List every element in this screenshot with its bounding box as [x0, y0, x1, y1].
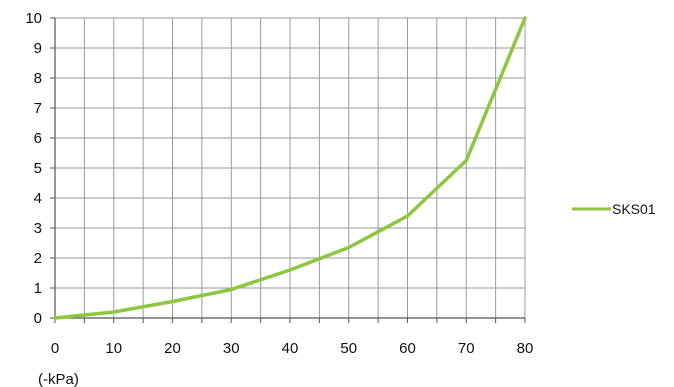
axes — [50, 17, 526, 323]
y-tick-label: 10 — [25, 10, 42, 27]
series-layer — [53, 16, 527, 320]
y-tick-label: 9 — [34, 40, 42, 57]
x-tick-label: 30 — [223, 340, 240, 357]
y-tick-label: 7 — [34, 100, 42, 117]
y-tick-label: 4 — [34, 190, 42, 207]
tick-labels: 0 1 2 3 4 5 6 7 8 9 10 0 10 20 30 40 50 60 70 80 — [25, 10, 533, 357]
x-tick-label: 80 — [517, 340, 534, 357]
x-tick-label: 70 — [458, 340, 475, 357]
y-tick-label: 6 — [34, 130, 42, 147]
x-tick-label: 20 — [164, 340, 181, 357]
series-line-sks01 — [53, 16, 527, 320]
y-tick-label: 8 — [34, 70, 42, 87]
x-tick-label: 10 — [105, 340, 122, 357]
x-tick-label: 50 — [340, 340, 357, 357]
legend-label-sks01: SKS01 — [612, 201, 656, 217]
y-tick-label: 0 — [34, 310, 42, 327]
x-tick-label: 60 — [399, 340, 416, 357]
x-tick-label: 0 — [51, 340, 59, 357]
legend: SKS01 — [572, 201, 656, 217]
x-axis-label: (-kPa) — [38, 371, 79, 387]
grid — [55, 17, 526, 318]
y-tick-label: 2 — [34, 250, 42, 267]
x-tick-label: 40 — [282, 340, 299, 357]
y-tick-label: 3 — [34, 220, 42, 237]
y-tick-label: 5 — [34, 160, 42, 177]
y-tick-label: 1 — [34, 280, 42, 297]
